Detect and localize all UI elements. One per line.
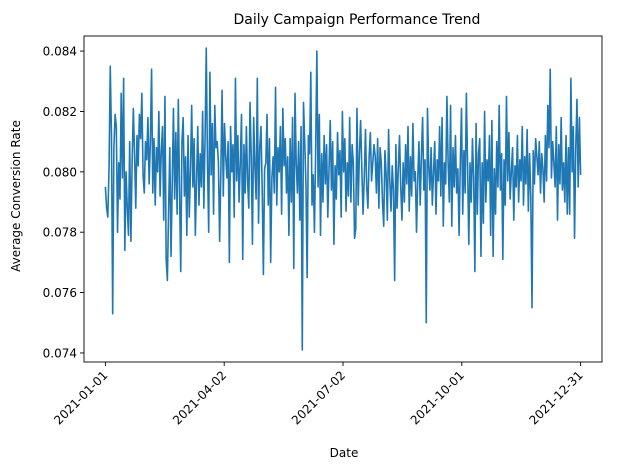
y-tick-label: 0.076 bbox=[43, 286, 77, 300]
x-axis: 2021-01-01 2021-04-02 2021-07-02 2021-10-01… bbox=[51, 362, 586, 427]
chart-title: Daily Campaign Performance Trend bbox=[234, 12, 481, 28]
x-tick-label: 2021-07-02 bbox=[289, 368, 348, 427]
x-tick-label: 2021-04-02 bbox=[170, 368, 229, 427]
x-tick-label: 2021-12-31 bbox=[527, 368, 586, 427]
x-tick-label: 2021-10-01 bbox=[408, 368, 467, 427]
y-axis: 0.074 0.076 0.078 0.080 0.082 0.084 bbox=[43, 45, 84, 360]
x-axis-title: Date bbox=[330, 446, 359, 460]
series-line-1 bbox=[104, 47, 582, 351]
y-tick-label: 0.078 bbox=[43, 226, 77, 240]
y-tick-label: 0.084 bbox=[43, 45, 77, 59]
y-axis-title: Average Conversion Rate bbox=[9, 120, 23, 272]
x-tick-label: 2021-01-01 bbox=[51, 368, 110, 427]
y-tick-label: 0.082 bbox=[43, 105, 77, 119]
plot-area bbox=[83, 35, 603, 363]
y-tick-label: 0.080 bbox=[43, 165, 77, 179]
y-tick-label: 0.074 bbox=[43, 346, 77, 360]
